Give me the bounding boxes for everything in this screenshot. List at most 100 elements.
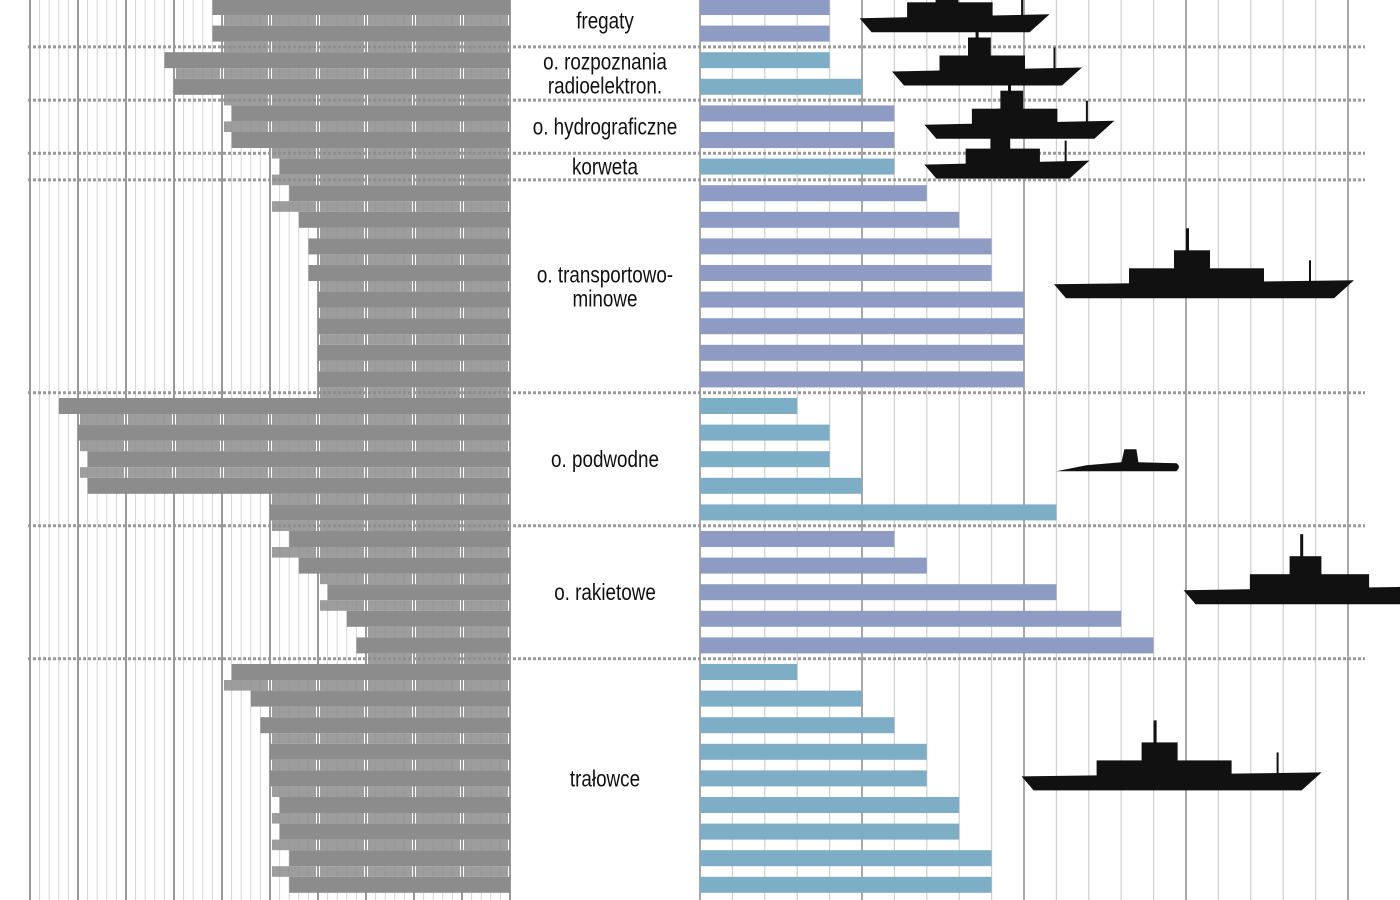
- right-bar: [700, 664, 798, 680]
- right-bar: [700, 265, 992, 281]
- left-bar-connector: [464, 94, 508, 106]
- right-bar: [700, 0, 830, 15]
- right-bar: [700, 531, 895, 547]
- left-bar-connector: [368, 94, 412, 106]
- left-bar-connector: [464, 520, 508, 531]
- left-bar-connector: [416, 68, 460, 79]
- submarine-ship-icon: [1056, 449, 1179, 472]
- left-bar-connector: [464, 866, 508, 877]
- left-bar-connector: [464, 653, 508, 664]
- right-bar: [700, 291, 1024, 308]
- left-bar: [298, 211, 510, 228]
- left-bar: [260, 717, 510, 734]
- right-bar: [700, 637, 1154, 654]
- left-bar-connector: [368, 201, 412, 212]
- left-bar-connector: [224, 68, 268, 79]
- left-bar-connector: [272, 520, 316, 531]
- left-bar-connector: [416, 121, 460, 132]
- left-bar: [212, 25, 510, 42]
- left-bar-connector: [416, 759, 460, 771]
- left-bar-connector: [176, 68, 220, 79]
- left-bar-connector: [464, 121, 508, 132]
- left-bar-connector: [464, 600, 508, 611]
- left-bar-connector: [272, 41, 316, 53]
- left-bar-connector: [368, 573, 412, 585]
- left-bar: [308, 238, 510, 255]
- right-bar: [700, 717, 895, 734]
- left-bar-connector: [464, 41, 508, 53]
- right-bar: [700, 557, 927, 574]
- left-bar-connector: [128, 467, 172, 478]
- left-bar: [279, 823, 510, 840]
- left-bar-connector: [368, 174, 412, 186]
- left-bar-connector: [272, 414, 316, 425]
- left-bar-connector: [320, 733, 364, 744]
- left-bar-connector: [272, 866, 316, 877]
- left-bar-connector: [416, 733, 460, 744]
- left-bar-connector: [320, 360, 364, 372]
- left-bar-connector: [416, 866, 460, 877]
- left-bar-connector: [368, 680, 412, 691]
- left-bar-connector: [464, 733, 508, 744]
- left-bar-connector: [368, 307, 412, 319]
- left-bar-connector: [272, 148, 316, 159]
- left-bar-connector: [272, 680, 316, 691]
- right-bar: [700, 797, 960, 813]
- left-bar-connector: [464, 759, 508, 771]
- category-label: o. rozpoznania radioelektron.: [543, 50, 667, 99]
- left-bar: [164, 52, 510, 69]
- left-bar: [87, 451, 510, 468]
- left-bar-connector: [416, 15, 460, 26]
- left-bar-connector: [320, 467, 364, 478]
- category-label: korweta: [572, 155, 638, 180]
- left-bar: [318, 291, 510, 308]
- left-bar: [87, 477, 510, 494]
- left-bar-connector: [416, 839, 460, 851]
- left-bar-connector: [368, 281, 412, 292]
- left-bar-connector: [416, 706, 460, 718]
- left-bar-connector: [416, 334, 460, 345]
- left-bar-connector: [464, 839, 508, 851]
- left-bar-connector: [320, 813, 364, 824]
- left-bar: [327, 584, 510, 601]
- left-bar-connector: [464, 493, 508, 505]
- left-bar: [212, 0, 510, 15]
- left-bar-connector: [320, 307, 364, 319]
- right-bar: [700, 477, 862, 494]
- left-bar: [318, 344, 510, 361]
- left-bar: [318, 371, 510, 388]
- left-bar-connector: [416, 467, 460, 478]
- left-bar-connector: [320, 600, 364, 611]
- left-bar-connector: [320, 680, 364, 691]
- left-bar-connector: [320, 254, 364, 265]
- right-bar: [700, 132, 895, 148]
- left-bar-connector: [272, 813, 316, 824]
- left-bar-connector: [320, 227, 364, 239]
- left-bar-connector: [464, 334, 508, 345]
- right-bar: [700, 610, 1122, 627]
- left-bar-connector: [128, 440, 172, 452]
- left-bar-connector: [464, 440, 508, 452]
- right-bar: [700, 185, 927, 202]
- left-bar: [270, 743, 510, 760]
- left-bar: [231, 132, 510, 148]
- left-bar-connector: [128, 414, 172, 425]
- left-bar-connector: [464, 201, 508, 212]
- left-bar-connector: [320, 41, 364, 53]
- left-bar-connector: [464, 360, 508, 372]
- left-bar-connector: [464, 68, 508, 79]
- left-bar-connector: [272, 15, 316, 26]
- left-bar-connector: [320, 201, 364, 212]
- right-bar: [700, 344, 1024, 361]
- left-bar-connector: [368, 334, 412, 345]
- left-bar-connector: [368, 706, 412, 718]
- left-bar: [318, 318, 510, 335]
- left-bar-connector: [464, 467, 508, 478]
- left-bar: [308, 265, 510, 281]
- left-bar-connector: [368, 653, 412, 664]
- left-bar-connector: [416, 680, 460, 691]
- left-bar-connector: [368, 786, 412, 797]
- left-bar: [289, 850, 510, 867]
- left-bar-connector: [320, 759, 364, 771]
- hydrographic-ship-ship-icon: [924, 68, 1115, 139]
